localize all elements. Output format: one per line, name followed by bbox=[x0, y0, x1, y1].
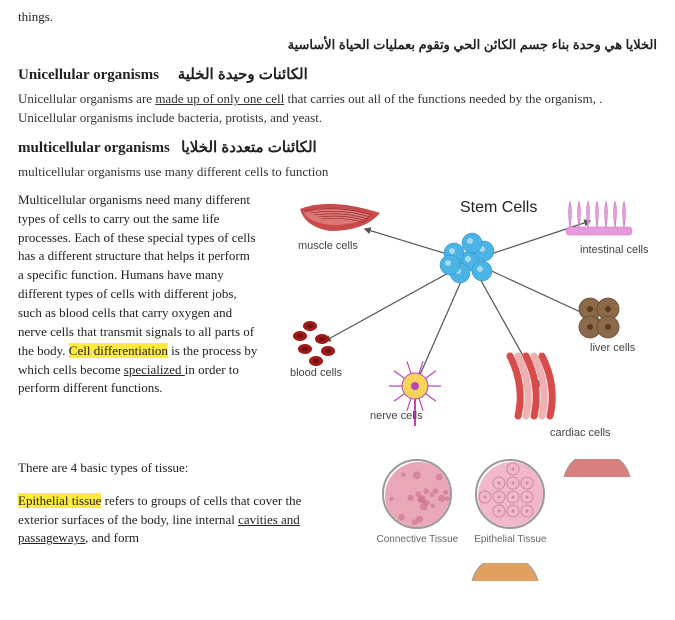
tissue-item-partial bbox=[470, 563, 540, 581]
tissue-figures: Connective Tissue Epithelial Tissue bbox=[352, 459, 657, 581]
label-blood: blood cells bbox=[290, 366, 342, 381]
body-p1-pre: Multicellular organisms need many differ… bbox=[18, 192, 256, 358]
body-p1-underlined: specialized bbox=[124, 362, 185, 377]
tissue-p-post: , and form bbox=[85, 530, 139, 545]
tissue-circle-icon bbox=[382, 459, 452, 529]
stem-cell-section: Multicellular organisms need many differ… bbox=[18, 191, 657, 451]
tissue-para: Epithelial tissue refers to groups of ce… bbox=[18, 492, 338, 549]
body-text: Multicellular organisms need many differ… bbox=[18, 191, 258, 451]
tissue-item: Connective Tissue bbox=[377, 459, 459, 547]
multicellular-heading: multicellular organisms الكائنات متعددة … bbox=[18, 137, 657, 159]
unicellular-para-underlined: made up of only one cell bbox=[155, 91, 284, 106]
stem-cell-svg bbox=[270, 191, 650, 451]
stem-cell-diagram: Stem Cells muscle cells intestinal cells… bbox=[270, 191, 657, 451]
tissue-caption: Epithelial Tissue bbox=[474, 533, 546, 547]
tissue-circle-partial-icon bbox=[562, 459, 632, 477]
label-intestinal: intestinal cells bbox=[580, 243, 648, 258]
partial-top-text: things. bbox=[18, 8, 657, 26]
unicellular-para-pre: Unicellular organisms are bbox=[18, 91, 155, 106]
unicellular-heading: Unicellular organisms الكائنات وحيدة الخ… bbox=[18, 64, 657, 86]
tissue-item-partial bbox=[562, 459, 632, 547]
stem-title: Stem Cells bbox=[460, 197, 537, 219]
unicellular-heading-ar: الكائنات وحيدة الخلية bbox=[178, 66, 308, 83]
body-p1-hl: Cell differentiation bbox=[69, 343, 168, 358]
arabic-intro: الخلايا هي وحدة بناء جسم الكائن الحي وتق… bbox=[18, 36, 657, 54]
tissue-caption: Connective Tissue bbox=[377, 533, 459, 547]
tissue-circle-partial-icon bbox=[470, 563, 540, 581]
multicellular-para: multicellular organisms use many differe… bbox=[18, 163, 657, 181]
label-muscle: muscle cells bbox=[298, 239, 358, 254]
multicellular-heading-ar: الكائنات متعددة الخلايا bbox=[181, 139, 317, 156]
tissue-item: Epithelial Tissue bbox=[474, 459, 546, 547]
multicellular-heading-en: multicellular organisms bbox=[18, 140, 170, 156]
label-nerve: nerve cells bbox=[370, 409, 423, 424]
tissue-p-hl: Epithelial tissue bbox=[18, 493, 101, 508]
label-cardiac: cardiac cells bbox=[550, 426, 611, 441]
tissue-text: There are 4 basic types of tissue: Epith… bbox=[18, 459, 338, 581]
unicellular-para: Unicellular organisms are made up of onl… bbox=[18, 90, 657, 126]
tissue-section: There are 4 basic types of tissue: Epith… bbox=[18, 459, 657, 581]
tissue-circle-icon bbox=[475, 459, 545, 529]
tissue-intro: There are 4 basic types of tissue: bbox=[18, 459, 338, 478]
label-liver: liver cells bbox=[590, 341, 635, 356]
unicellular-heading-en: Unicellular organisms bbox=[18, 67, 159, 83]
